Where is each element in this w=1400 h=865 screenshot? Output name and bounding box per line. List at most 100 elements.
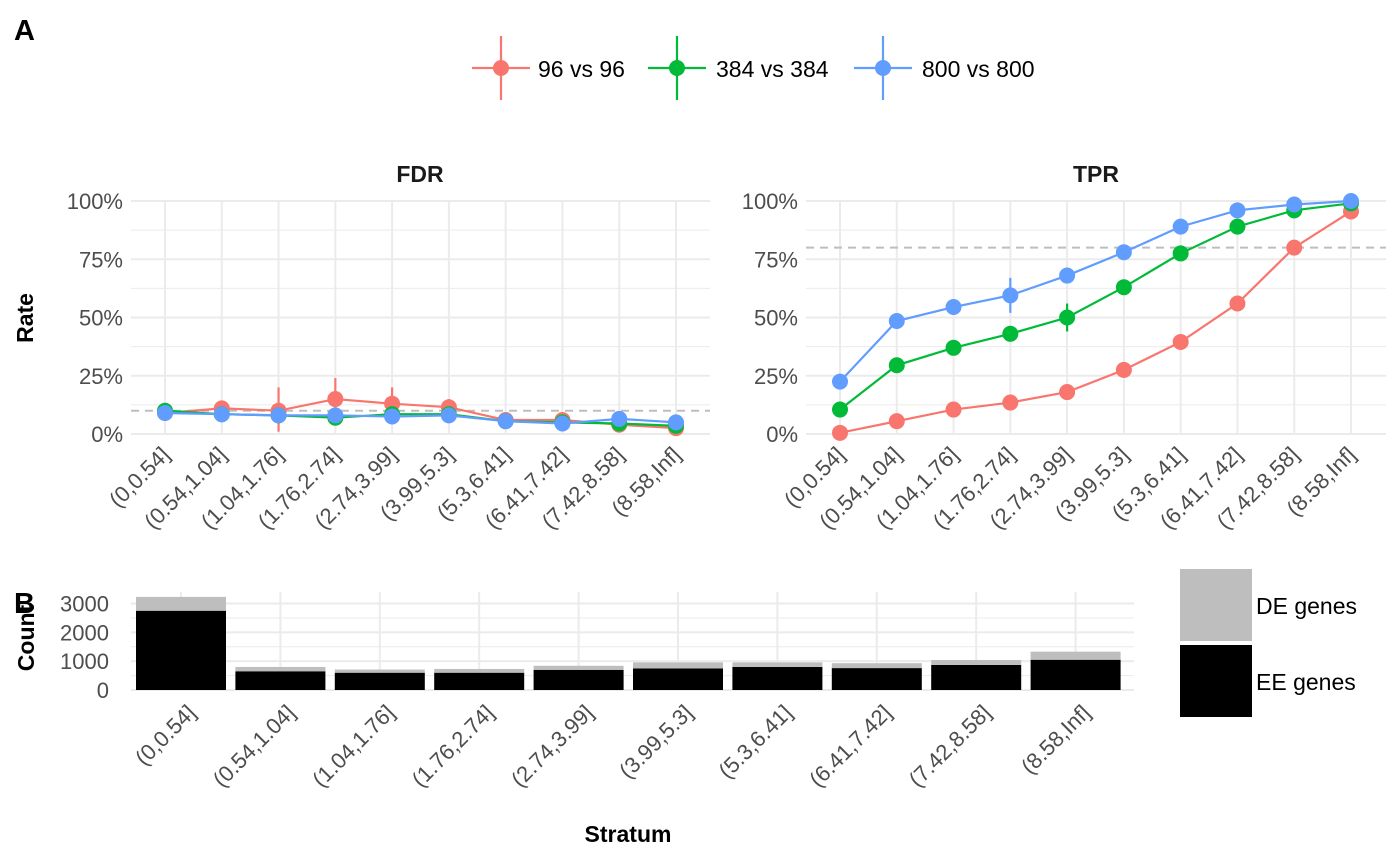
ee-genes-bar xyxy=(235,671,326,690)
count-x-tick-label: (1.76,2.74] xyxy=(407,700,499,792)
tpr-data-point xyxy=(888,312,905,329)
de-genes-bar xyxy=(633,662,723,669)
legend-800-label: 800 vs 800 xyxy=(922,56,1035,82)
tpr-data-point xyxy=(1115,361,1132,378)
fdr-y-tick-label: 100% xyxy=(67,189,123,214)
fdr-data-point xyxy=(497,413,514,430)
tpr-y-tick-label: 50% xyxy=(754,306,798,331)
fdr-data-point xyxy=(157,405,173,422)
de-genes-bar xyxy=(831,663,922,669)
legend-96-label: 96 vs 96 xyxy=(538,56,625,82)
tpr-data-point xyxy=(1059,384,1076,401)
tpr-series-line xyxy=(839,210,1352,434)
tpr-data-point xyxy=(1343,193,1359,209)
legend-ee-swatch xyxy=(1180,645,1252,717)
tpr-data-point xyxy=(1172,333,1189,350)
legend-series: 96 vs 96 384 vs 384 800 vs 800 xyxy=(472,36,1035,100)
count-x-tick-label: (6.41,7.42] xyxy=(804,700,896,792)
count-x-tick-label: (7.42,8.58] xyxy=(904,700,996,792)
de-genes-bar xyxy=(1030,651,1121,660)
legend-genes: DE genes EE genes xyxy=(1180,569,1357,717)
tpr-data-point xyxy=(945,299,962,316)
legend-384-label: 384 vs 384 xyxy=(716,56,829,82)
legend-item-384: 384 vs 384 xyxy=(648,36,829,100)
stratum-axis-title: Stratum xyxy=(585,821,672,847)
tpr-data-point xyxy=(1002,394,1019,411)
panel-b-label: B xyxy=(14,588,35,620)
tpr-data-point xyxy=(1115,244,1132,261)
tpr-data-point xyxy=(832,424,848,441)
fdr-data-point xyxy=(440,407,457,424)
fdr-data-point xyxy=(270,407,287,424)
fdr-series-96-vs-96 xyxy=(157,378,684,437)
de-genes-bar xyxy=(434,668,525,673)
ee-genes-bar xyxy=(334,672,425,690)
legend-800-marker xyxy=(875,60,891,76)
fdr-y-tick-label: 25% xyxy=(79,364,123,389)
tpr-series-384-vs-384 xyxy=(832,195,1359,418)
tpr-data-point xyxy=(1002,325,1019,342)
fdr-panel: FDR Rate 0%25%50%75%100%(0,0.54](0.54,1.… xyxy=(12,161,710,534)
fdr-series-line xyxy=(164,409,677,427)
fdr-data-point xyxy=(384,408,401,425)
tpr-data-point xyxy=(1172,218,1189,235)
tpr-data-point xyxy=(1059,267,1076,284)
tpr-data-point xyxy=(945,401,962,418)
legend-384-marker xyxy=(669,60,685,76)
ee-genes-bar xyxy=(931,664,1022,690)
fdr-data-point xyxy=(611,410,628,427)
count-y-tick-label: 1000 xyxy=(60,649,109,674)
de-genes-bar xyxy=(533,665,624,670)
de-genes-bar xyxy=(235,666,326,672)
tpr-data-point xyxy=(945,339,962,356)
de-genes-bar xyxy=(136,596,226,611)
count-x-tick-label: (1.04,1.76] xyxy=(307,700,399,792)
fdr-title: FDR xyxy=(396,161,444,187)
legend-item-96: 96 vs 96 xyxy=(472,36,625,100)
fdr-data-point xyxy=(554,415,571,432)
legend-item-800: 800 vs 800 xyxy=(854,36,1035,100)
tpr-series-800-vs-800 xyxy=(832,193,1359,390)
tpr-data-point xyxy=(1286,239,1303,256)
de-genes-bar xyxy=(931,660,1022,665)
de-genes-bar xyxy=(334,669,425,673)
legend-de-swatch xyxy=(1180,569,1252,641)
tpr-y-tick-label: 0% xyxy=(766,422,798,447)
fdr-data-point xyxy=(327,407,344,424)
tpr-data-point xyxy=(1286,196,1303,213)
fdr-grid xyxy=(131,200,710,435)
legend-de-label: DE genes xyxy=(1256,593,1357,619)
tpr-data-point xyxy=(1059,309,1076,326)
ee-genes-bar xyxy=(533,669,624,690)
tpr-data-point xyxy=(1229,295,1246,312)
count-x-tick-label: (0.54,1.04] xyxy=(208,700,300,792)
fdr-data-point xyxy=(213,406,230,423)
count-y-tick-label: 3000 xyxy=(60,592,109,617)
count-y-tick-label: 2000 xyxy=(60,620,109,645)
tpr-data-point xyxy=(888,357,905,374)
tpr-data-point xyxy=(1002,287,1019,304)
ee-genes-bar xyxy=(1030,659,1121,690)
tpr-data-point xyxy=(1229,202,1246,219)
tpr-series-line xyxy=(839,202,1352,411)
tpr-data-point xyxy=(832,401,848,418)
tpr-y-tick-label: 25% xyxy=(754,364,798,389)
fdr-data-point xyxy=(327,391,344,408)
tpr-series-line xyxy=(839,199,1352,383)
fdr-data-point xyxy=(668,414,684,431)
tpr-title: TPR xyxy=(1073,161,1119,187)
rate-axis-title: Rate xyxy=(12,293,38,343)
tpr-y-tick-label: 75% xyxy=(754,247,798,272)
count-x-tick-label: (5.3,6.41] xyxy=(714,700,797,783)
tpr-y-tick-label: 100% xyxy=(742,189,798,214)
tpr-data-point xyxy=(1172,245,1189,262)
fdr-y-tick-label: 50% xyxy=(79,306,123,331)
count-x-tick-label: (3.99,5.3] xyxy=(614,700,697,783)
tpr-data-point xyxy=(832,373,848,390)
ee-genes-bar xyxy=(434,672,525,690)
count-panel: Stratum 0 1000 2000 3000 (0,0.54] (0.54,1.04]… xyxy=(13,588,1134,847)
de-genes-bar xyxy=(732,662,823,667)
fdr-series-line xyxy=(164,411,677,425)
tpr-series-96-vs-96 xyxy=(832,203,1359,441)
ee-genes-bar xyxy=(633,668,723,690)
